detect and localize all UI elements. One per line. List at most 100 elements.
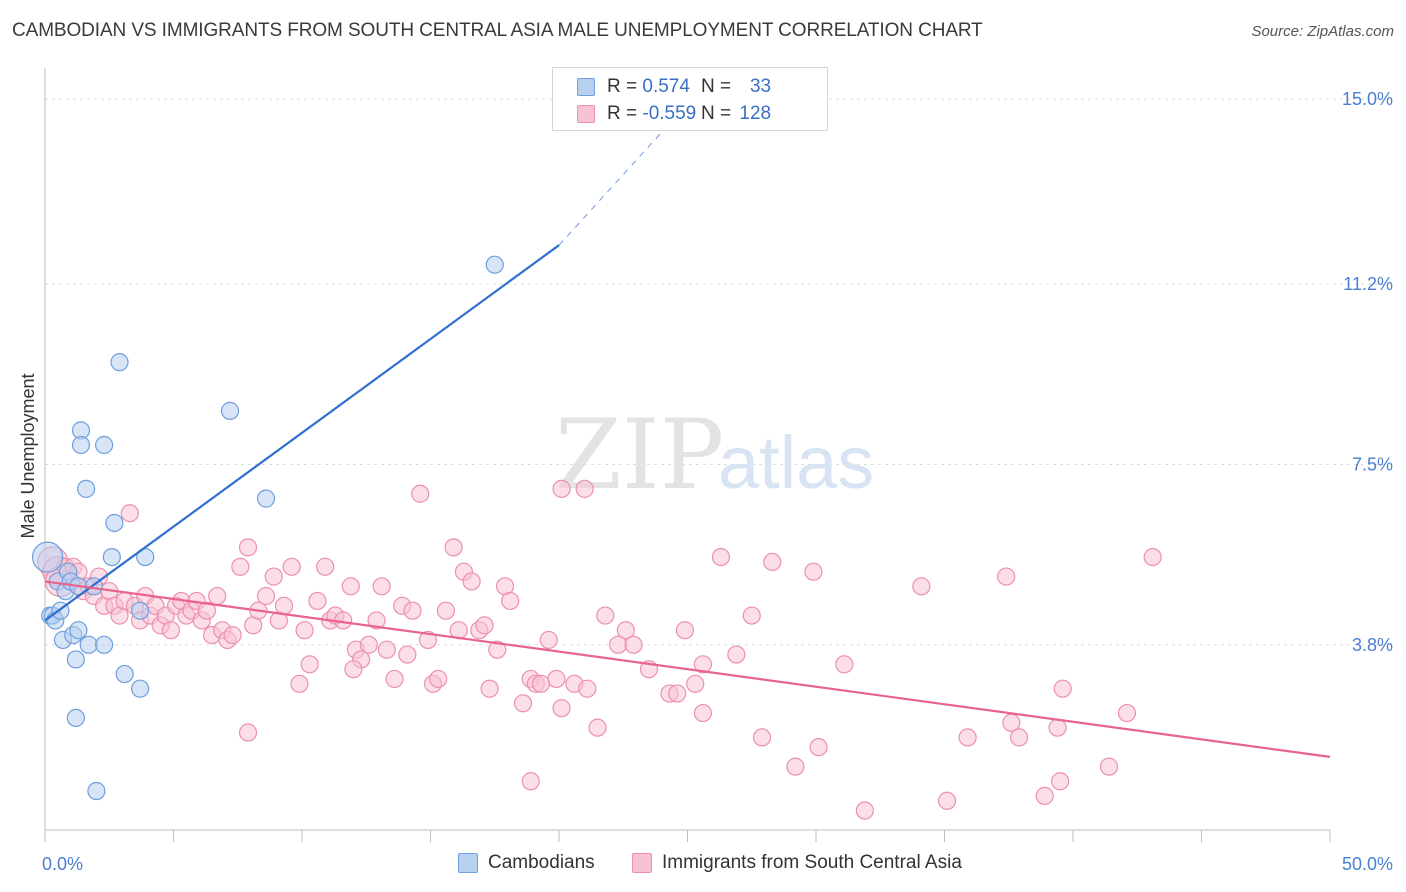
source-label: Source: ZipAtlas.com bbox=[1251, 23, 1394, 40]
x-tick-label: 0.0% bbox=[42, 854, 83, 874]
pink-point bbox=[475, 616, 494, 635]
pink-point bbox=[578, 679, 597, 698]
pink-point bbox=[1053, 679, 1072, 698]
pink-point bbox=[274, 596, 294, 615]
y-tick-label: 15.0% bbox=[1342, 89, 1393, 109]
pink-point bbox=[804, 562, 823, 581]
y-tick-label: 11.2% bbox=[1343, 274, 1393, 294]
pink-point bbox=[539, 630, 558, 650]
pink-point bbox=[308, 591, 327, 611]
pink-point bbox=[231, 557, 250, 576]
blue-point bbox=[110, 353, 129, 372]
pink-point bbox=[403, 601, 422, 620]
legend: R = 0.574 N = 33 R = -0.559 N = 128 bbox=[552, 67, 828, 131]
pink-point bbox=[264, 567, 283, 586]
pink-point bbox=[1099, 757, 1119, 776]
legend-n-label: N = bbox=[701, 103, 732, 124]
bottom-legend-label: Immigrants from South Central Asia bbox=[662, 852, 962, 873]
blue-point bbox=[102, 547, 121, 567]
pink-point bbox=[997, 567, 1016, 586]
pink-point bbox=[238, 538, 258, 557]
pink-point bbox=[341, 577, 360, 596]
blue-point bbox=[77, 479, 96, 498]
bottom-legend-label: Cambodians bbox=[488, 852, 595, 873]
blue-point bbox=[115, 664, 134, 684]
axes bbox=[44, 68, 1331, 842]
grid-lines bbox=[45, 98, 1392, 646]
pink-point bbox=[256, 586, 276, 606]
pink-point bbox=[398, 645, 417, 664]
pink-point bbox=[958, 728, 977, 747]
pink-point bbox=[521, 772, 540, 791]
pink-point bbox=[693, 655, 713, 674]
pink-point bbox=[1143, 547, 1162, 567]
pink-point bbox=[208, 586, 227, 606]
pink-point bbox=[809, 738, 828, 757]
bottom-legend-south-central-asia: Immigrants from South Central Asia bbox=[632, 852, 962, 874]
pink-point bbox=[418, 630, 438, 650]
legend-swatch-pink bbox=[577, 105, 595, 123]
legend-r-label: R = bbox=[607, 76, 643, 97]
bottom-legend-cambodians: Cambodians bbox=[458, 852, 595, 874]
blue-point bbox=[105, 513, 124, 533]
pink-point bbox=[675, 621, 695, 640]
pink-point bbox=[752, 728, 772, 747]
pink-point bbox=[488, 640, 507, 659]
pink-point bbox=[429, 669, 448, 689]
blue-point bbox=[256, 489, 276, 508]
pink-point bbox=[480, 679, 499, 698]
pink-point bbox=[385, 669, 404, 689]
legend-r-label: R = bbox=[607, 103, 643, 124]
pink-point bbox=[547, 669, 566, 689]
tick-labels: 3.8% 7.5% 11.2% 15.0% 0.0% 50.0% bbox=[42, 89, 1393, 874]
pink-point bbox=[444, 538, 463, 557]
pink-point bbox=[693, 703, 713, 723]
y-tick-label: 7.5% bbox=[1352, 454, 1393, 474]
pink-point bbox=[367, 611, 386, 630]
pink-point bbox=[282, 557, 301, 576]
y-axis-label: Male Unemployment bbox=[18, 373, 38, 538]
blue-point bbox=[95, 635, 114, 654]
pink-point bbox=[372, 577, 391, 596]
pink-point bbox=[1051, 772, 1070, 791]
pink-point bbox=[575, 479, 594, 498]
blue-point bbox=[220, 401, 240, 420]
pink-point bbox=[624, 635, 643, 654]
series-south-central-asia bbox=[37, 479, 1162, 820]
watermark-atlas: atlas bbox=[718, 421, 874, 504]
pink-point bbox=[295, 621, 314, 640]
pink-point bbox=[1117, 703, 1137, 723]
x-tick-label: 50.0% bbox=[1342, 854, 1393, 874]
watermark: ZIP atlas bbox=[555, 399, 874, 511]
pink-point bbox=[197, 601, 217, 620]
pink-point bbox=[937, 791, 957, 810]
trend-line-south-central-asia bbox=[44, 580, 1331, 758]
pink-point bbox=[596, 606, 615, 625]
pink-point bbox=[786, 757, 805, 776]
legend-r-value: 0.574 bbox=[642, 76, 690, 97]
pink-point bbox=[835, 655, 854, 674]
bottom-legend-swatch-blue bbox=[458, 853, 478, 873]
pink-point bbox=[513, 694, 533, 713]
pink-point bbox=[161, 621, 181, 640]
pink-point bbox=[1048, 718, 1067, 737]
pink-point bbox=[763, 552, 782, 572]
legend-n-value: 33 bbox=[749, 76, 772, 97]
pink-point bbox=[855, 801, 874, 820]
y-tick-label: 3.8% bbox=[1352, 635, 1393, 655]
pink-point bbox=[501, 591, 520, 611]
pink-point bbox=[552, 699, 571, 718]
pink-point bbox=[1035, 786, 1054, 805]
blue-point bbox=[87, 781, 106, 801]
pink-point bbox=[616, 621, 635, 640]
legend-row-cambodians: R = 0.574 N = 33 bbox=[577, 75, 771, 99]
bottom-legend: Cambodians Immigrants from South Central… bbox=[0, 852, 1406, 876]
pink-point bbox=[344, 660, 363, 679]
blue-point bbox=[66, 708, 85, 728]
legend-row-south-central-asia: R = -0.559 N = 128 bbox=[577, 102, 771, 126]
pink-point bbox=[912, 577, 931, 596]
pink-point bbox=[300, 655, 319, 674]
pink-point bbox=[359, 635, 378, 654]
pink-point bbox=[290, 674, 309, 693]
